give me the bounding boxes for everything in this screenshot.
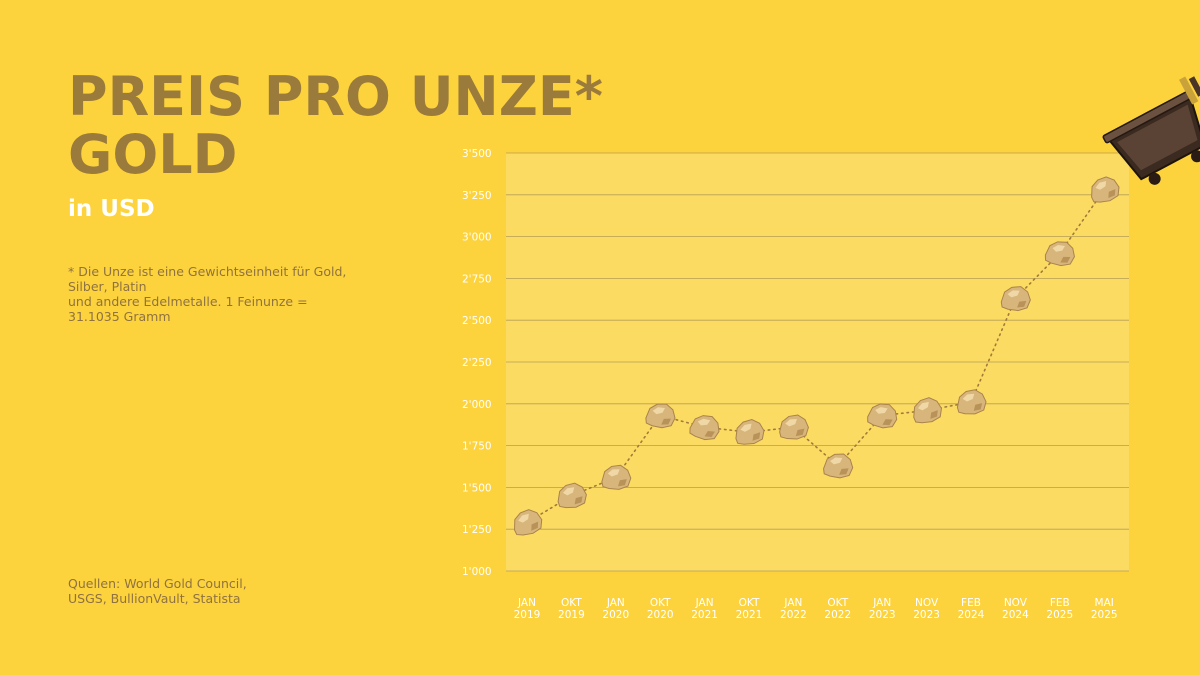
gold-nugget-icon [689, 415, 720, 441]
x-tick-label: JAN 2023 [869, 597, 896, 621]
gold-nugget-icon [913, 397, 943, 424]
y-tick-label: 1'750 [462, 441, 492, 453]
x-tick-label: OKT 2019 [558, 597, 585, 621]
data-markers [514, 176, 1120, 536]
x-tick-label: JAN 2021 [691, 597, 718, 621]
gold-nugget-icon [779, 414, 809, 440]
x-axis-ticks: JAN 2019 OKT 2019 JAN 2020 OKT 2020 JAN 2021 OKT 20… [514, 597, 1118, 621]
x-tick-label: NOV 2024 [1002, 597, 1029, 621]
gold-nugget-icon [867, 403, 898, 429]
y-tick-label: 2'000 [462, 399, 492, 411]
y-tick-label: 1'500 [462, 482, 492, 494]
y-tick-label: 2'500 [462, 315, 492, 327]
gold-nugget-icon [956, 389, 987, 415]
y-tick-label: 1'000 [462, 566, 492, 578]
y-tick-label: 2'250 [462, 357, 492, 369]
gold-nugget-icon [645, 403, 676, 429]
gold-nugget-icon [735, 419, 765, 445]
y-tick-label: 3'000 [462, 232, 492, 244]
footnote: * Die Unze ist eine Gewichtseinheit für … [68, 264, 388, 324]
gold-nugget-icon [1091, 176, 1120, 203]
mine-cart-icon [1102, 76, 1200, 185]
page-subtitle: in USD [68, 196, 155, 222]
sources-line: USGS, BullionVault, Statista [68, 591, 241, 606]
title-line-1: PREIS PRO UNZE* [68, 65, 604, 128]
gold-nugget-icon [601, 464, 632, 490]
x-tick-label: JAN 2020 [602, 597, 629, 621]
x-tick-label: FEB 2025 [1046, 597, 1073, 621]
sources-line: Quellen: World Gold Council, [68, 576, 247, 591]
footnote-line: 31.1035 Gramm [68, 309, 171, 324]
footnote-line: * Die Unze ist eine Gewichtseinheit für … [68, 264, 347, 279]
x-tick-label: OKT 2020 [647, 597, 674, 621]
title-line-2: GOLD [68, 123, 238, 186]
grid-lines [506, 152, 1129, 572]
gold-nugget-icon [514, 509, 543, 536]
page-title: PREIS PRO UNZE* GOLD [68, 68, 603, 184]
x-tick-label: FEB 2024 [958, 597, 985, 621]
gold-nugget-icon [1044, 241, 1075, 267]
series-line [526, 188, 1105, 524]
x-tick-label: MAI 2025 [1091, 597, 1118, 621]
gold-nugget-icon [557, 482, 587, 509]
y-tick-label: 3'500 [462, 148, 492, 160]
sources-note: Quellen: World Gold Council, USGS, Bulli… [68, 576, 388, 606]
y-axis-ticks: 1'000 1'250 1'500 1'750 2'000 2'250 2'500 2'750… [462, 148, 492, 578]
y-tick-label: 1'250 [462, 524, 492, 536]
y-tick-label: 3'250 [462, 190, 492, 202]
footnote-line: Silber, Platin [68, 279, 147, 294]
x-tick-label: JAN 2019 [514, 597, 541, 621]
gold-nugget-icon [1000, 286, 1031, 312]
x-tick-label: NOV 2023 [913, 597, 940, 621]
footnote-line: und andere Edelmetalle. 1 Feinunze = [68, 294, 308, 309]
x-tick-label: JAN 2022 [780, 597, 807, 621]
x-tick-label: OKT 2021 [736, 597, 763, 621]
gold-nugget-icon [823, 453, 854, 479]
y-tick-label: 2'750 [462, 273, 492, 285]
x-tick-label: OKT 2022 [824, 597, 851, 621]
